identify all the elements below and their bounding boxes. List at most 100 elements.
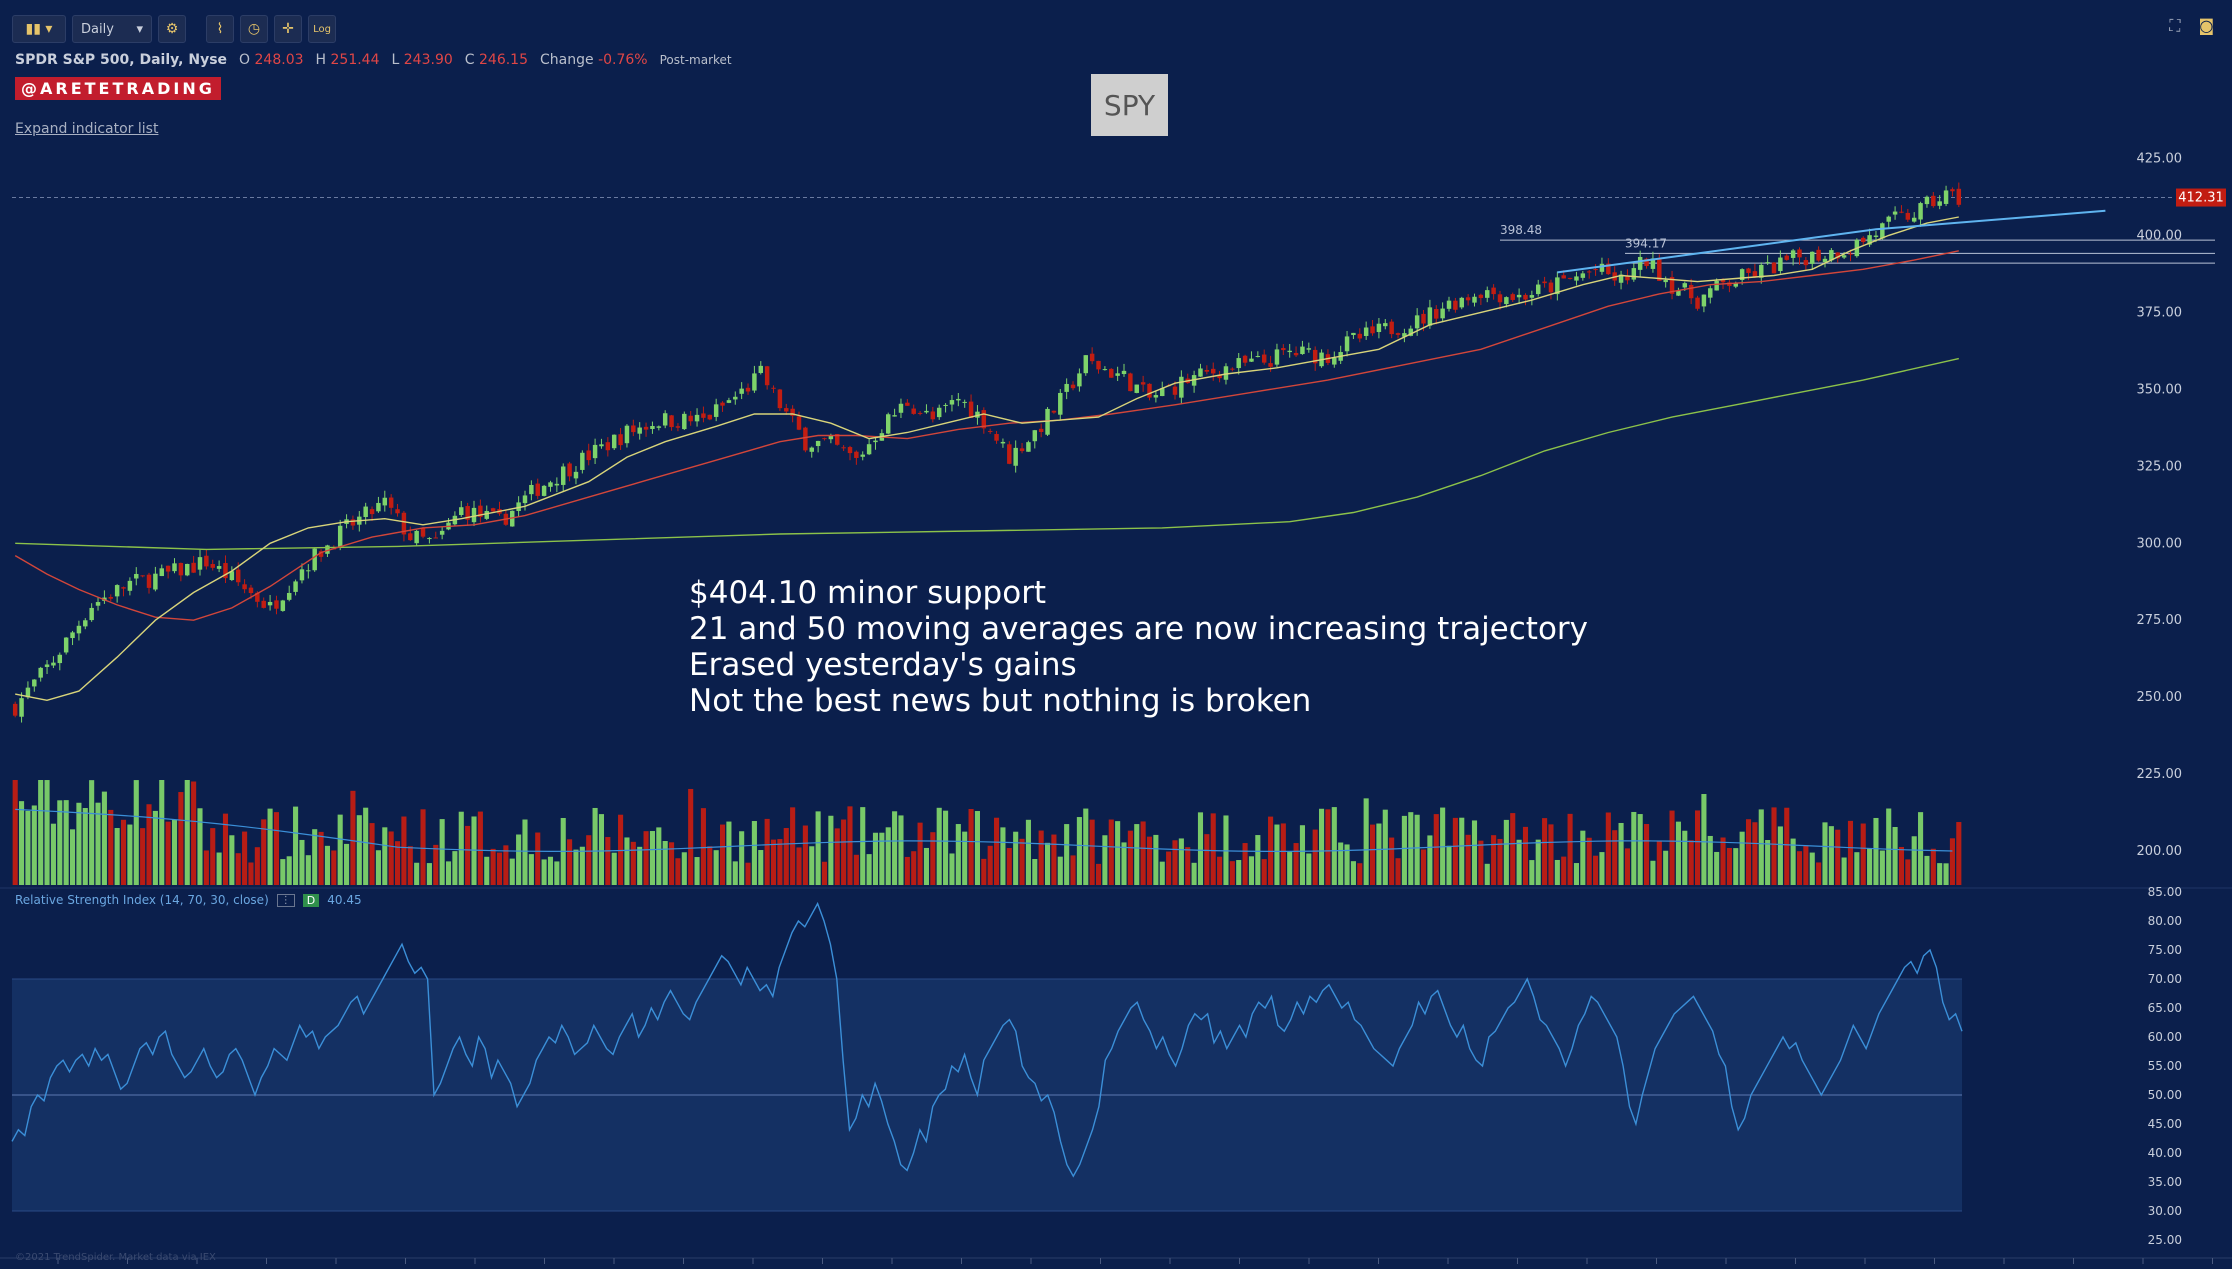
volume-bar [1694,810,1701,885]
candle-body [675,426,681,428]
volume-bar [25,810,31,885]
volume-bar [1516,839,1522,885]
volume-bar [1924,855,1930,885]
candle-body [637,427,642,434]
candle-body [930,411,936,420]
candle-body [1255,356,1261,358]
volume-bar [433,844,439,885]
brand-watermark: @ARETETRADING [15,77,221,100]
volume-bar [1223,815,1229,885]
gear-icon[interactable]: ⚙ [158,15,186,43]
last-price-badge [2176,188,2226,207]
volume-bar [516,834,522,885]
volume-bar [1937,863,1943,885]
candle-body [325,545,330,554]
candle-body [1746,268,1751,273]
candle-body [414,530,419,544]
volume-bar [254,847,260,885]
candle-body [1434,309,1439,319]
candle-body [1669,277,1675,294]
volume-bar [630,841,636,885]
volume-bar [656,827,662,885]
chevron-down-icon: ▾ [136,21,143,37]
candle-body [1759,264,1764,278]
candle-body [898,403,904,413]
volume-bar [407,846,413,885]
candle-body [12,703,18,716]
volume-bar [1949,838,1955,885]
volume-bar [1503,819,1509,885]
volume-bar [885,827,891,885]
price-axis-tick: 200.00 [2137,844,2183,859]
volume-bar [152,810,158,885]
candle-body [1210,368,1216,374]
candle-body [720,402,725,406]
volume-bar [1803,845,1809,885]
candle-body [1599,263,1605,272]
interval-value: Daily [81,21,114,37]
volume-bar [1465,834,1471,885]
candle-body [210,564,215,568]
volume-bar [1153,834,1159,885]
close-value: 246.15 [479,52,528,68]
volume-bar [1510,813,1516,885]
clock-icon[interactable]: ◷ [240,15,268,43]
candle-body [83,620,88,627]
volume-bar [1433,814,1439,885]
candle-body [1752,271,1758,278]
candle-body [255,592,260,602]
candle-body [159,568,164,577]
volume-bar [1127,830,1133,885]
candle-body [1625,275,1630,281]
candle-body [726,400,732,403]
candle-body [1478,294,1484,299]
candle-body [669,415,674,428]
candle-body [1102,369,1108,371]
rsi-badge: D [302,893,320,907]
volume-bar [598,814,605,885]
candle-body [1121,370,1127,375]
candle-body [248,587,254,594]
candle-body [1306,348,1312,350]
menu-icon[interactable]: ⋮ [276,893,295,907]
candle-body [38,667,43,678]
candle-body [1446,300,1452,309]
volume-bar [344,843,350,885]
candle-body [216,566,222,569]
price-axis-tick: 300.00 [2137,536,2183,551]
candle-body [369,509,375,515]
candle-body [376,502,381,512]
support-level-label: 398.48 [1500,223,1542,237]
volume-bar [191,781,197,885]
volume-bar [229,835,235,885]
volume-bar [1739,831,1745,885]
volume-bar [962,831,968,885]
volume-bar [44,780,50,885]
volume-bar [114,828,120,885]
log-scale-button[interactable]: Log [308,15,336,43]
candle-body [1402,333,1407,337]
volume-bar [1478,840,1484,885]
candlestick-icon[interactable]: ▮▮ ▾ [12,15,66,43]
volume-bar [1930,848,1936,885]
volume-bar [1918,812,1924,885]
crosshair-icon[interactable]: ✛ [274,15,302,43]
fullscreen-icon[interactable]: ⛶ [2169,16,2181,35]
volume-bar [171,819,178,885]
candle-body [484,511,489,519]
drawing-icon[interactable]: ⌇ [206,15,234,43]
volume-bar [1229,861,1235,885]
volume-bar [1618,822,1624,885]
candle-body [554,483,560,486]
support-level-label: 394.17 [1625,236,1667,250]
interval-select[interactable]: Daily ▾ [72,15,152,43]
camera-icon[interactable]: ◙ [2198,16,2214,35]
candle-body [1720,278,1726,283]
candle-body [1803,260,1809,266]
expand-indicator-link[interactable]: Expand indicator list [15,121,159,137]
volume-bar [968,808,974,885]
volume-bar [1898,846,1905,885]
candle-body [1389,321,1394,335]
candle-body [1351,332,1356,336]
volume-bar [1599,852,1605,885]
